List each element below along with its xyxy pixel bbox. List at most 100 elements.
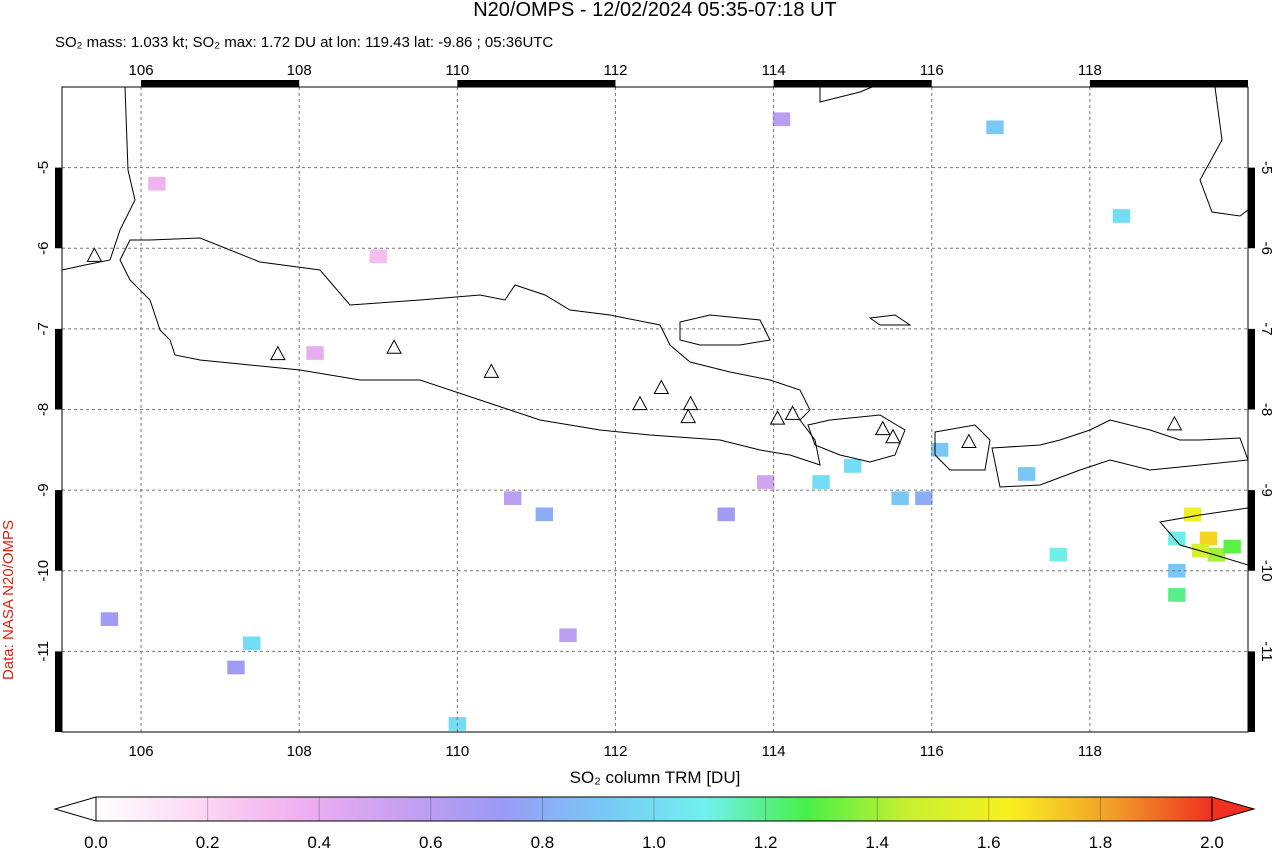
- colorbar: 0.0 0.2 0.4 0.6 0.8 1.0 1.2 1.4 1.6 1.8 2.0: [53, 796, 1256, 852]
- volcano: [483, 363, 500, 378]
- x-tick-label: 114: [762, 743, 786, 760]
- coastlines: [61, 86, 1249, 566]
- chart-subtitle: SO₂ mass: 1.033 kt; SO₂ max: 1.72 DU at …: [55, 34, 553, 51]
- x-tick-label: 108: [287, 62, 312, 79]
- so2-pixel: [243, 636, 261, 651]
- frame-band: [55, 651, 62, 732]
- y-tick-label: -9: [1258, 483, 1272, 496]
- pixel-layer: [100, 112, 1241, 731]
- coastline: [807, 414, 906, 463]
- y-tick-label: -5: [1258, 161, 1272, 174]
- so2-pixel: [1168, 563, 1186, 578]
- volcano: [86, 247, 103, 262]
- x-tick-label: 118: [1078, 62, 1102, 79]
- so2-pixel: [1168, 531, 1186, 546]
- volcano: [1166, 415, 1183, 431]
- frame-band: [773, 80, 932, 87]
- colorbar-tick-label: 1.4: [865, 833, 889, 852]
- so2-pixel: [1049, 547, 1067, 562]
- frame-band: [1248, 328, 1255, 410]
- colorbar-tick-label: 0.8: [531, 833, 555, 852]
- volcano: [653, 379, 670, 395]
- so2-pixel: [843, 459, 862, 473]
- frame-band: [55, 328, 62, 410]
- so2-pixel: [503, 491, 522, 506]
- colorbar-tick-label: 0.6: [419, 833, 443, 852]
- y-tick-label: -9: [35, 483, 52, 496]
- x-tick-label: 118: [1078, 743, 1102, 760]
- so2-pixel: [986, 120, 1004, 135]
- y-tick-label: -7: [1258, 322, 1272, 335]
- colorbar-tick-label: 1.0: [642, 833, 666, 852]
- volcano-layer: [86, 247, 1183, 449]
- colorbar-tick-label: 1.6: [977, 833, 1001, 852]
- y-tick-label: -8: [35, 403, 52, 416]
- volcano: [632, 395, 648, 411]
- coastline: [679, 314, 771, 346]
- y-tick-label: -7: [35, 322, 52, 335]
- grid: [62, 87, 1248, 732]
- colorbar-tick-label: 1.8: [1089, 833, 1113, 852]
- coastline: [119, 237, 821, 466]
- so2-pixel: [756, 475, 775, 489]
- so2-pixel: [812, 475, 830, 489]
- coastline: [934, 424, 991, 471]
- coastline: [1199, 86, 1249, 217]
- x-axis-title: SO₂ column TRM [DU]: [570, 768, 741, 787]
- coastline: [868, 314, 912, 326]
- colorbar-extend: [53, 796, 97, 822]
- so2-pixel: [1183, 507, 1202, 522]
- so2-pixel: [1112, 209, 1131, 223]
- x-tick-label: 110: [445, 743, 469, 760]
- volcano: [784, 405, 801, 420]
- colorbar-tick-label: 2.0: [1200, 833, 1224, 852]
- x-tick-label: 112: [604, 62, 628, 79]
- x-tick-label: 106: [129, 62, 154, 79]
- y-tick-label: -11: [1258, 641, 1272, 662]
- colorbar-extend: [1211, 796, 1256, 822]
- frame-band: [1248, 651, 1255, 732]
- colorbar-tick-label: 0.2: [196, 833, 220, 852]
- coastline: [819, 86, 873, 103]
- so2-pixel: [227, 660, 245, 675]
- x-tick-label: 116: [920, 743, 944, 760]
- so2-pixel: [772, 112, 791, 127]
- y-tick-label: -11: [35, 641, 52, 662]
- x-tick-label: 110: [445, 62, 469, 79]
- x-tick-label: 108: [287, 743, 312, 760]
- frame-band: [55, 167, 62, 249]
- so2-pixel: [1017, 467, 1036, 481]
- y-tick-label: -8: [1258, 403, 1272, 416]
- coastline: [61, 86, 136, 271]
- so2-pixel: [1199, 531, 1218, 546]
- frame-bands: [55, 80, 1255, 732]
- x-tick-label: 116: [920, 62, 944, 79]
- colorbar-tick-label: 0.0: [84, 833, 108, 852]
- so2-pixel: [1168, 588, 1186, 602]
- y-tick-label: -10: [1258, 560, 1272, 582]
- so2-pixel: [100, 612, 119, 626]
- volcano: [270, 345, 286, 361]
- frame-band: [141, 80, 300, 87]
- volcano: [874, 420, 891, 436]
- frame-band: [55, 490, 62, 571]
- y-tick-label: -10: [35, 560, 52, 582]
- volcano: [769, 410, 786, 425]
- frame-band: [1248, 490, 1255, 571]
- colorbar-tick-label: 1.2: [754, 833, 778, 852]
- credit: Data: NASA N20/OMPS: [0, 520, 17, 680]
- so2-pixel: [535, 507, 554, 522]
- volcano: [680, 408, 697, 424]
- y-tick-label: -6: [1258, 242, 1272, 255]
- volcano: [961, 433, 977, 449]
- so2-pixel: [559, 628, 577, 643]
- so2-pixel: [915, 491, 933, 506]
- x-tick-label: 114: [762, 62, 786, 79]
- x-tick-label: 106: [129, 743, 154, 760]
- frame-band: [457, 80, 616, 87]
- colorbar-tick-label: 0.4: [307, 833, 331, 852]
- so2-pixel: [148, 176, 166, 191]
- so2-pixel: [1223, 539, 1241, 554]
- y-tick-label: -5: [35, 161, 52, 174]
